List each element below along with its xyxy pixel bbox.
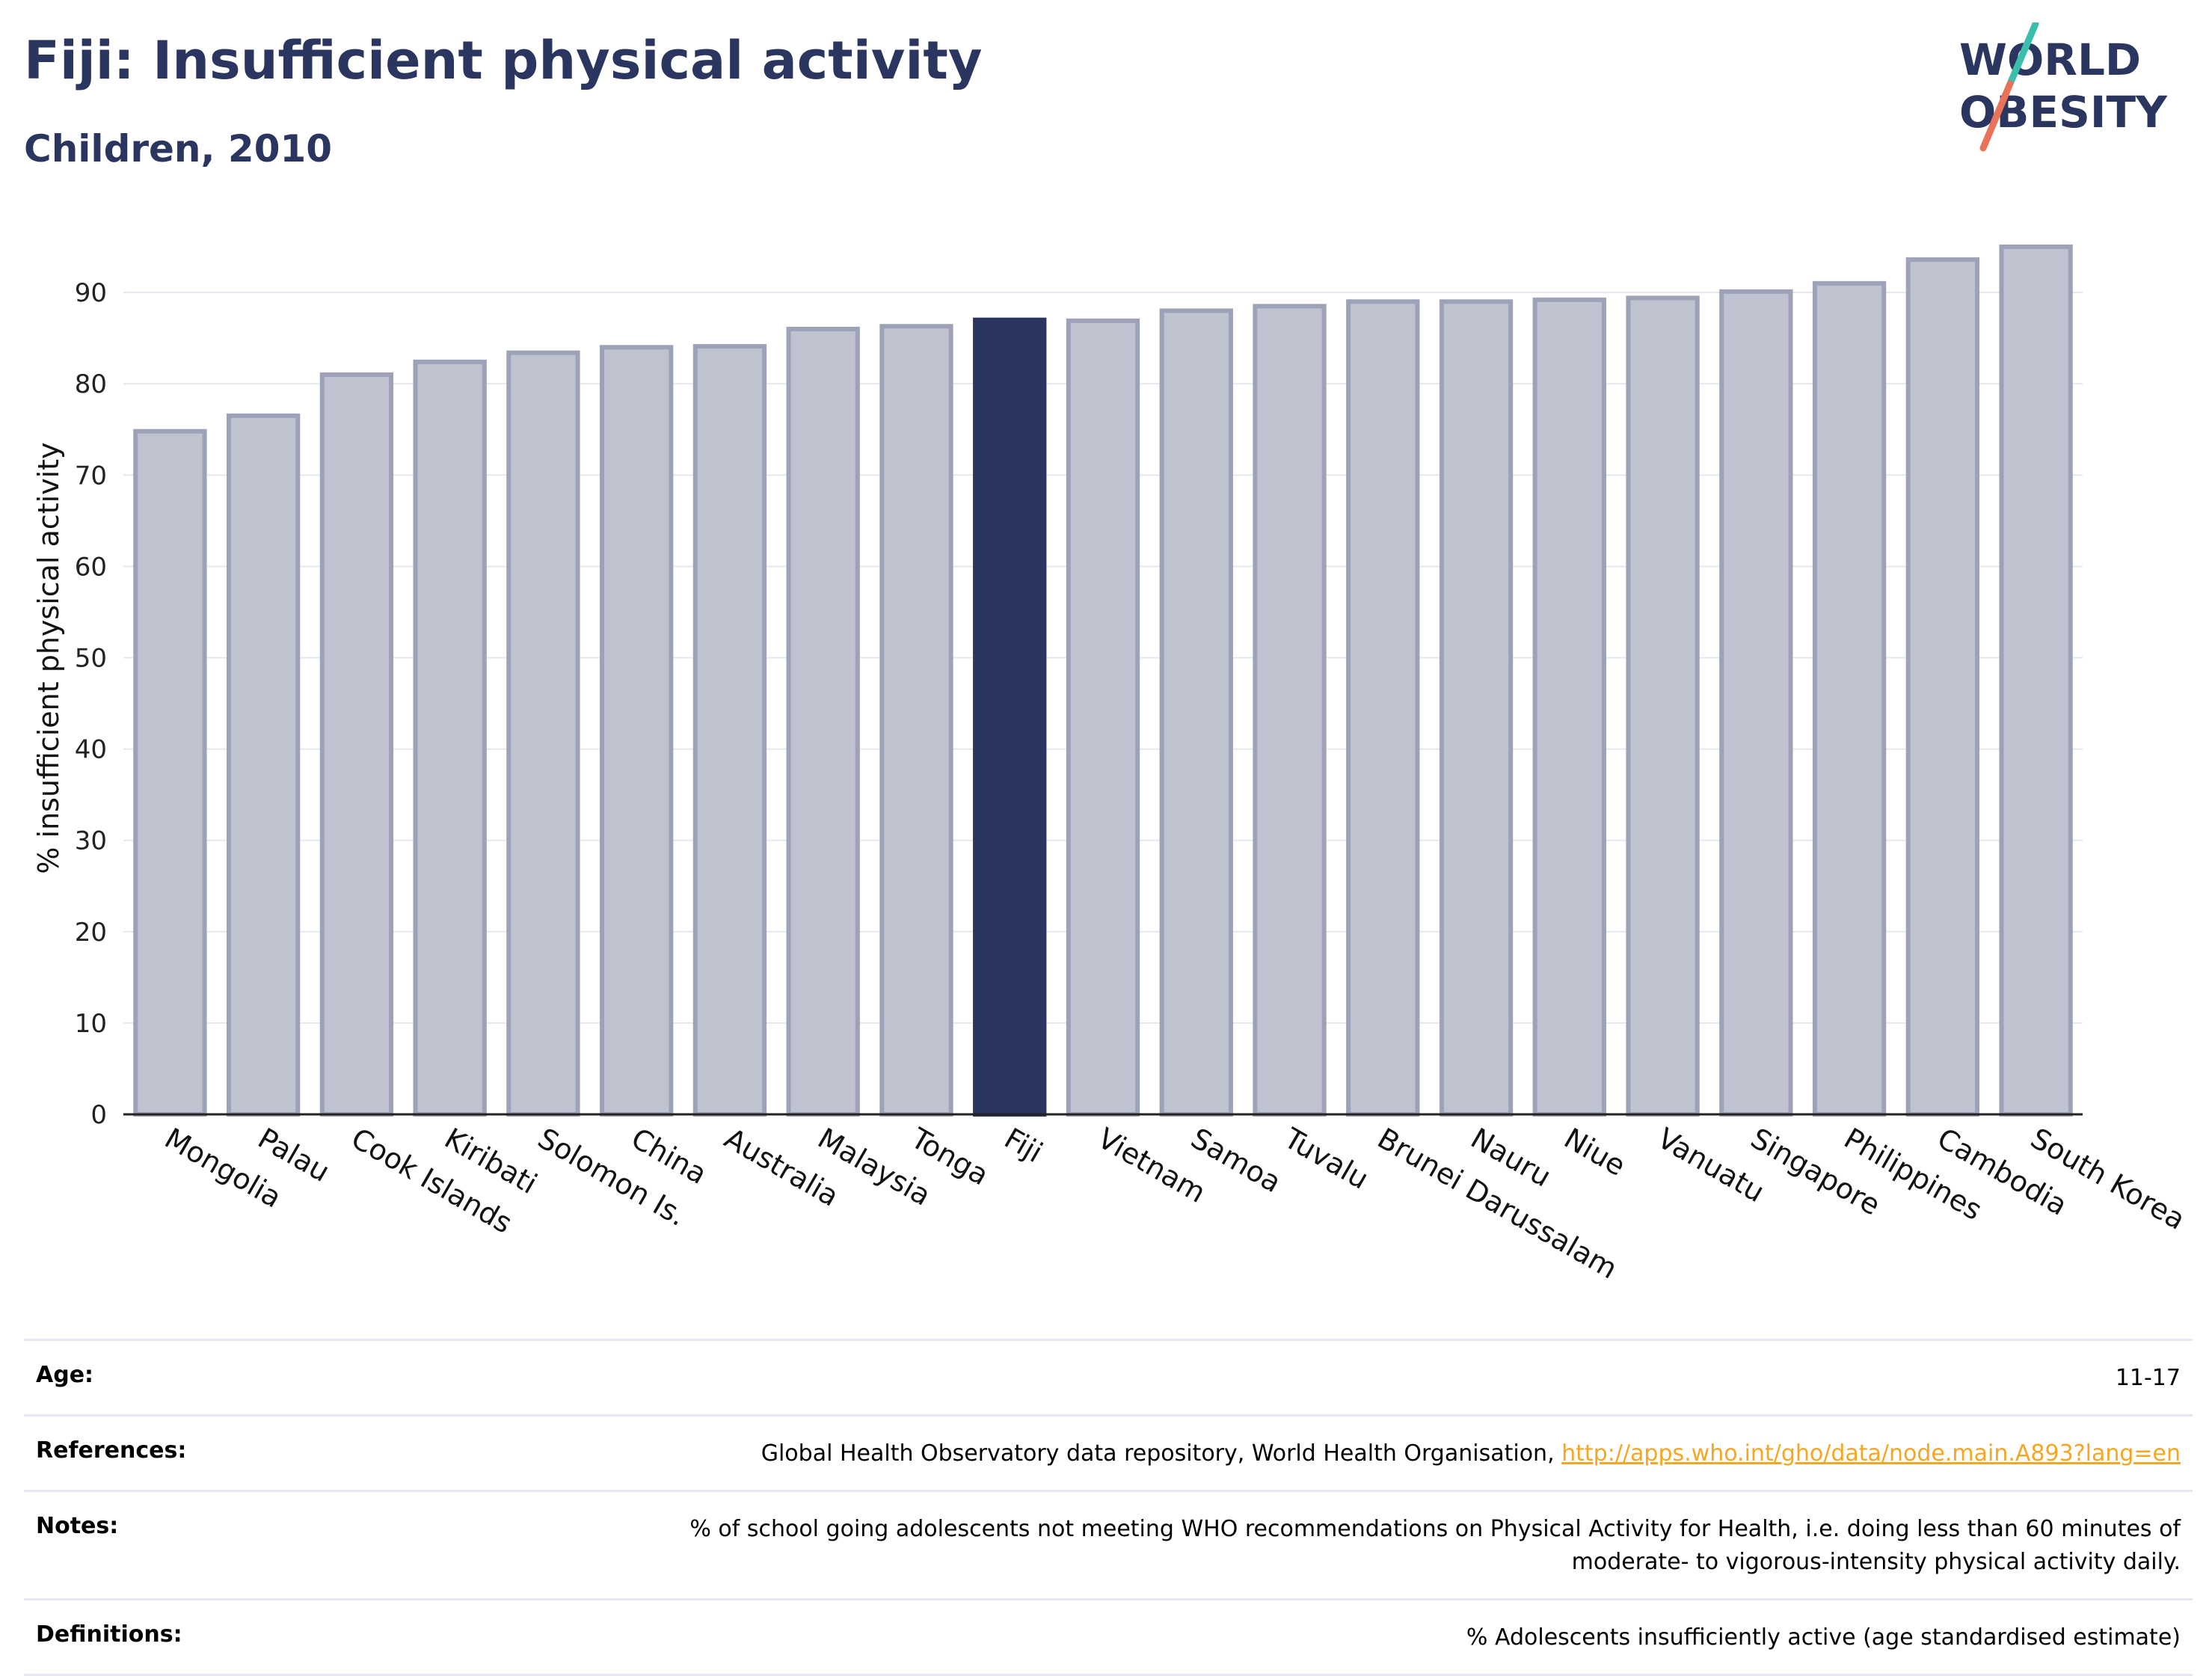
bar-tuvalu bbox=[1253, 304, 1327, 1117]
references-link[interactable]: http://apps.who.int/gho/data/node.main.A… bbox=[1561, 1440, 2181, 1467]
bar-niue bbox=[1532, 297, 1606, 1117]
y-tick-label: 20 bbox=[75, 918, 107, 948]
bar-kiribati bbox=[413, 359, 487, 1117]
bar-south-korea bbox=[1999, 245, 2073, 1117]
bar-vanuatu bbox=[1626, 295, 1700, 1117]
y-tick-label: 30 bbox=[75, 826, 107, 856]
references-text: Global Health Observatory data repositor… bbox=[761, 1440, 1562, 1467]
bar-brunei-darussalam bbox=[1346, 299, 1420, 1117]
bar-cambodia bbox=[1905, 257, 1980, 1117]
meta-row-age: Age: 11-17 bbox=[24, 1339, 2193, 1414]
references-value: Global Health Observatory data repositor… bbox=[761, 1437, 2181, 1470]
world-obesity-logo: WORLD OBESITY bbox=[1959, 22, 2168, 152]
age-label: Age: bbox=[36, 1362, 94, 1388]
page-title: Fiji: Insufficient physical activity bbox=[24, 30, 983, 91]
logo-slash-coral bbox=[1979, 80, 2014, 152]
bar-australia bbox=[692, 344, 767, 1117]
bar-vietnam bbox=[1066, 318, 1140, 1117]
bar-singapore bbox=[1719, 289, 1793, 1117]
meta-row-references: References: Global Health Observatory da… bbox=[24, 1414, 2193, 1490]
bar-cook-islands bbox=[319, 372, 394, 1117]
bar-tonga bbox=[879, 324, 953, 1117]
y-tick-label: 90 bbox=[75, 278, 107, 308]
x-tick-label: Vanuatu bbox=[1652, 1122, 1770, 1209]
page-subtitle: Children, 2010 bbox=[24, 127, 333, 171]
bar-solomon-is- bbox=[506, 350, 580, 1117]
age-value: 11-17 bbox=[2115, 1365, 2181, 1391]
x-tick-label: Fiji bbox=[999, 1122, 1048, 1169]
y-tick-label: 60 bbox=[75, 552, 107, 582]
bar-highlight-fiji bbox=[973, 317, 1047, 1117]
y-tick-label: 80 bbox=[75, 369, 107, 399]
logo-slash-teal bbox=[2006, 22, 2039, 88]
x-tick-label: Vietnam bbox=[1093, 1122, 1211, 1209]
bar-china bbox=[600, 345, 674, 1117]
bar-samoa bbox=[1159, 308, 1233, 1117]
bar-nauru bbox=[1439, 299, 1514, 1117]
x-tick-label: Tuvalu bbox=[1278, 1121, 1374, 1196]
meta-row-definitions: Definitions: % Adolescents insufficientl… bbox=[24, 1598, 2193, 1676]
references-label: References: bbox=[36, 1437, 187, 1464]
y-tick-label: 10 bbox=[75, 1009, 107, 1039]
definitions-label: Definitions: bbox=[36, 1621, 182, 1648]
notes-value: % of school going adolescents not meetin… bbox=[689, 1516, 2181, 1575]
logo-line-1: WORLD bbox=[1959, 34, 2141, 85]
y-tick-label: 0 bbox=[90, 1100, 107, 1130]
y-tick-label: 50 bbox=[75, 643, 107, 673]
y-axis-label: % insufficient physical activity bbox=[32, 442, 65, 874]
bar-chart: 0 10 20 30 40 50 60 70 80 90 % insufficient physic… bbox=[32, 245, 2191, 1286]
bar-malaysia bbox=[786, 326, 860, 1117]
definitions-value: % Adolescents insufficiently active (age… bbox=[1466, 1624, 2181, 1651]
y-tick-label: 70 bbox=[75, 461, 107, 491]
y-tick-label: 40 bbox=[75, 735, 107, 765]
metadata-table: Age: 11-17 References: Global Health Obs… bbox=[24, 1339, 2193, 1676]
meta-row-notes: Notes: % of school going adolescents not… bbox=[24, 1490, 2193, 1598]
bar-palau bbox=[226, 413, 301, 1117]
x-tick-label: Niue bbox=[1558, 1122, 1631, 1182]
bar-philippines bbox=[1812, 280, 1887, 1117]
notes-label: Notes: bbox=[36, 1513, 119, 1539]
bar-mongolia bbox=[133, 429, 207, 1117]
x-tick-label: Cook Islands bbox=[345, 1122, 517, 1240]
x-tick-label: South Korea bbox=[2025, 1122, 2190, 1236]
